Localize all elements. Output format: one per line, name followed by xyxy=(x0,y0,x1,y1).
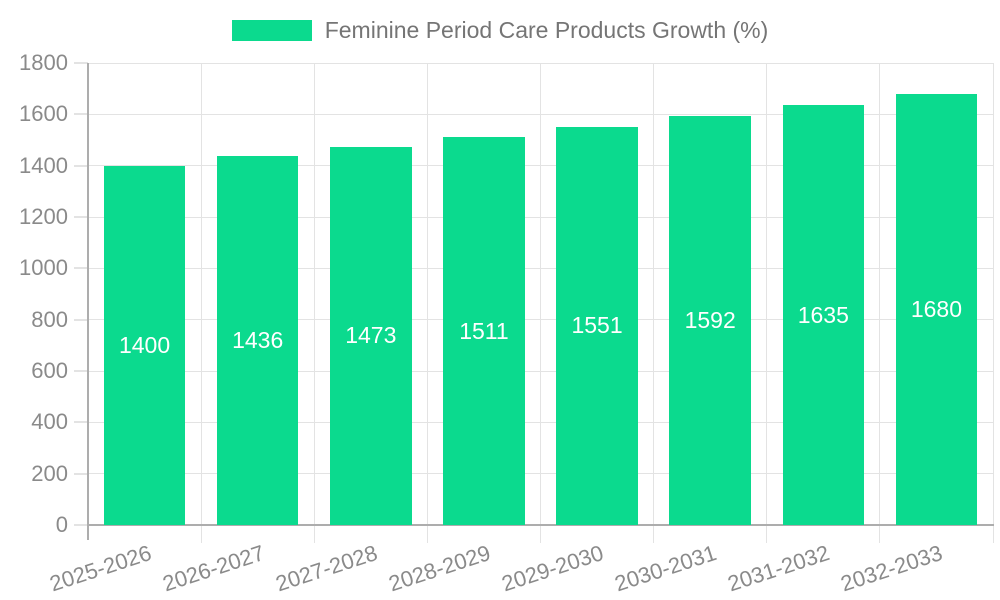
legend-label: Feminine Period Care Products Growth (%) xyxy=(324,17,769,43)
y-axis-tick-label: 200 xyxy=(31,460,68,486)
y-tick-mark xyxy=(74,370,88,372)
y-tick-mark xyxy=(74,472,88,475)
y-tick-mark xyxy=(74,267,88,270)
y-tick-mark xyxy=(74,421,88,424)
y-axis-tick-label: 400 xyxy=(31,409,68,435)
x-gridline xyxy=(992,63,994,543)
bar: 1680 xyxy=(895,93,978,525)
bar: 1400 xyxy=(103,165,186,525)
bar-value-label: 1635 xyxy=(797,301,849,328)
x-gridline xyxy=(313,63,315,543)
bar: 1511 xyxy=(443,137,525,525)
bar: 1473 xyxy=(330,146,412,525)
bar-value-label: 1680 xyxy=(910,295,962,322)
y-axis-tick-label: 600 xyxy=(31,358,68,383)
y-tick-mark xyxy=(74,164,88,167)
y-axis-tick-label: 0 xyxy=(55,512,68,537)
y-tick-mark xyxy=(74,524,88,526)
y-axis-line xyxy=(87,63,89,540)
x-gridline xyxy=(200,63,202,543)
x-gridline xyxy=(653,63,655,543)
y-tick-mark xyxy=(74,62,88,64)
bar-value-label: 1551 xyxy=(571,312,623,339)
y-axis-tick-label: 1800 xyxy=(19,50,68,75)
x-gridline xyxy=(766,63,768,543)
y-tick-mark xyxy=(74,216,88,218)
y-axis-tick-label: 1200 xyxy=(19,204,68,229)
y-tick-mark xyxy=(74,318,88,321)
x-gridline xyxy=(426,63,428,543)
bar: 1592 xyxy=(669,116,751,525)
bar-value-label: 1400 xyxy=(118,331,171,358)
x-gridline xyxy=(879,63,881,543)
legend-item[interactable]: Feminine Period Care Products Growth (%) xyxy=(0,17,1000,44)
y-axis-tick-label: 1400 xyxy=(19,152,68,178)
y-axis-tick-label: 800 xyxy=(31,306,68,332)
bar-value-label: 1436 xyxy=(232,327,284,354)
bar: 1551 xyxy=(556,126,638,525)
y-tick-mark xyxy=(74,113,88,116)
y-axis-tick-label: 1000 xyxy=(19,255,68,281)
legend-swatch-icon xyxy=(231,20,312,41)
bar: 1436 xyxy=(216,156,299,525)
x-axis-line xyxy=(87,524,994,526)
y-axis-tick-label: 1600 xyxy=(19,101,68,127)
bar-value-label: 1511 xyxy=(459,317,509,344)
bar-value-label: 1592 xyxy=(684,307,736,334)
x-gridline xyxy=(540,63,541,543)
bar-value-label: 1473 xyxy=(345,322,397,349)
bar: 1635 xyxy=(782,105,865,525)
